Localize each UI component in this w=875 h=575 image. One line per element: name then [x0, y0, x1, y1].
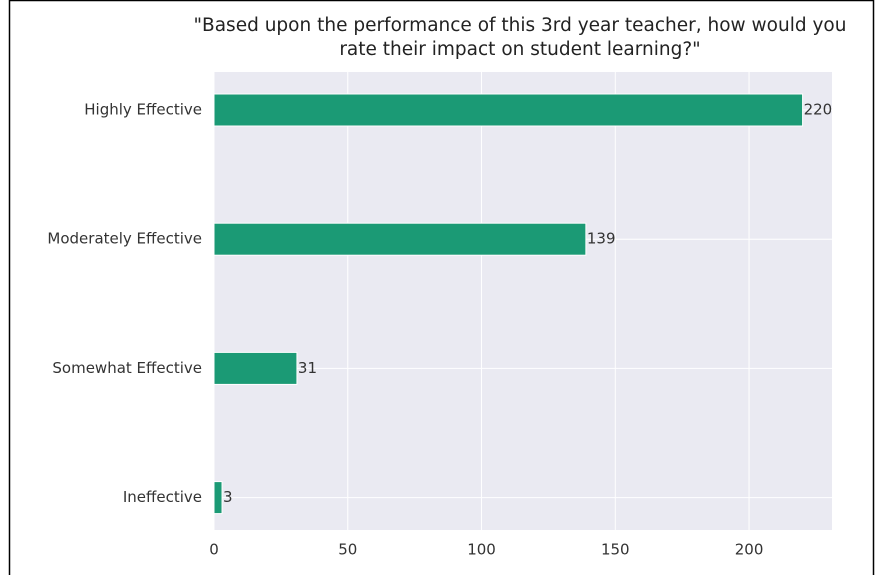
bar [213, 93, 804, 127]
value-label: 139 [587, 230, 616, 248]
frame [8, 0, 875, 575]
y-tick-label: Highly Effective [84, 101, 202, 119]
x-tick-label: 50 [338, 541, 357, 559]
plot-area [214, 72, 832, 530]
x-tick-label: 150 [601, 541, 630, 559]
y-tick-label: Moderately Effective [47, 230, 202, 248]
value-label: 31 [298, 359, 317, 377]
bar [213, 222, 587, 256]
value-label: 3 [223, 488, 233, 506]
value-label: 220 [804, 101, 833, 119]
bar [213, 351, 298, 385]
y-tick-label: Ineffective [123, 488, 202, 506]
y-tick-label: Somewhat Effective [52, 359, 202, 377]
x-tick-label: 100 [467, 541, 496, 559]
bar [213, 481, 223, 515]
chart-title: "Based upon the performance of this 3rd … [193, 15, 847, 60]
x-tick-label: 0 [209, 541, 219, 559]
x-tick-label: 200 [735, 541, 764, 559]
